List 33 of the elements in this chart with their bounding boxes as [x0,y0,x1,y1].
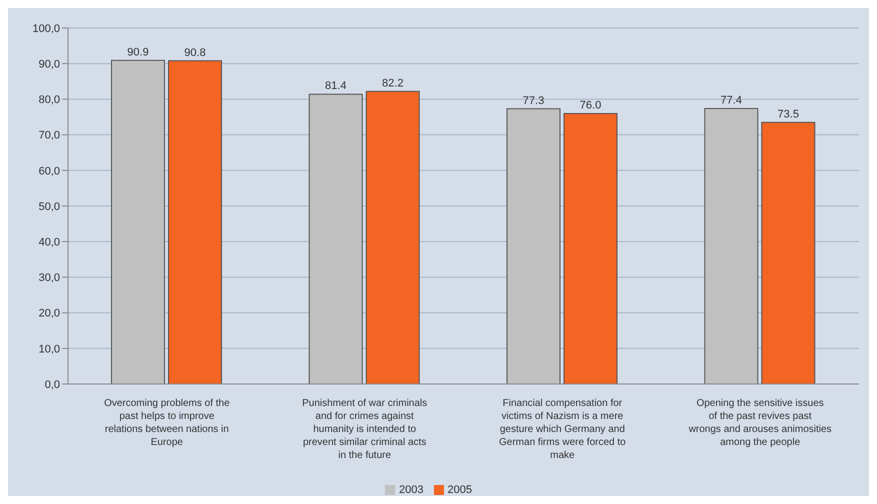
bar [308,94,363,384]
y-tick-label: 10,0 [38,343,60,356]
data-label: 73.5 [778,108,799,120]
legend-label: 2003 [399,484,424,496]
data-label: 90.9 [127,46,149,58]
bar [506,108,561,384]
data-label: 76.0 [580,99,602,112]
bar [111,60,166,384]
y-tick-label: 70,0 [38,130,60,142]
y-tick-label: 90,0 [38,58,60,71]
data-label: 90.8 [184,46,206,59]
y-tick-label: 80,0 [38,94,60,106]
bar [366,90,420,384]
x-tick-label: Opening the sensitive issues of the past revives past wrongs and arouses animosities among the people [688,398,832,448]
bar [168,60,222,384]
y-tick-label: 40,0 [38,236,60,249]
data-label: 77.4 [720,94,742,106]
y-tick-label: 30,0 [38,272,60,284]
bar [704,108,758,384]
x-tick-label: Financial compensation for victims of Nazism is a mere gesture which Germany and German firms were forced to make [499,398,626,461]
x-tick-label: Overcoming problems of the past helps to improve relations between nations in Europe [104,398,230,448]
x-tick-label: Punishment of war criminals and for crimes against humanity is intended to prevent similar criminal acts in the future [302,398,428,461]
y-tick-label: 20,0 [38,308,60,320]
y-tick-label: 100,0 [32,22,60,35]
y-tick-label: 60,0 [38,165,60,178]
y-tick-label: 50,0 [38,200,60,213]
bar [761,122,816,384]
legend-label: 2005 [448,484,472,496]
data-label: 81.4 [325,80,346,92]
bar [564,112,618,384]
data-label: 77.3 [522,94,544,107]
y-tick-label: 0,0 [44,378,60,391]
data-label: 82.2 [382,77,404,90]
